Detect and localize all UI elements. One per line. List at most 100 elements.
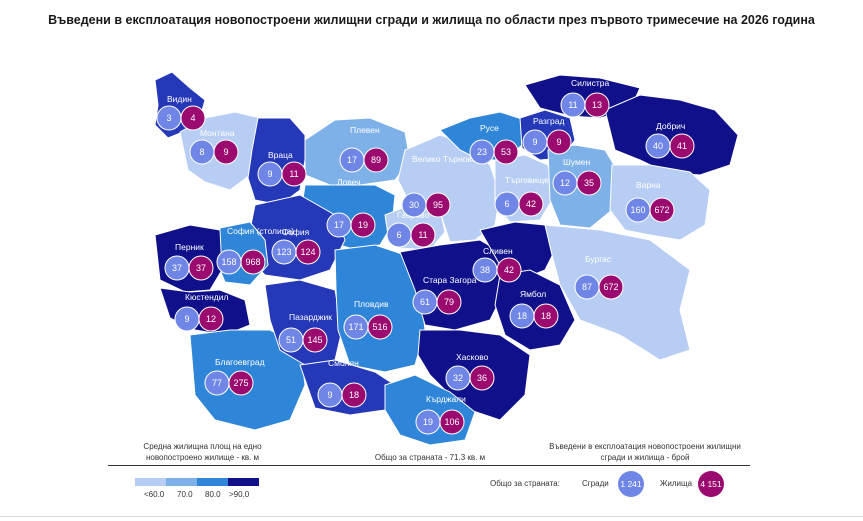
province-name: Стара Загора: [423, 275, 477, 285]
buildings-value: 6: [396, 230, 401, 240]
dwellings-value: 968: [245, 257, 260, 267]
dwellings-value: 37: [196, 263, 206, 273]
province-name: Велико Търново: [412, 154, 477, 164]
dwellings-circle: [180, 105, 206, 131]
buildings-value: 30: [409, 200, 419, 210]
dwellings-circle: [228, 370, 254, 396]
dwellings-value: 9: [223, 147, 228, 157]
dwellings-value: 4: [190, 113, 195, 123]
province-name: Пловдив: [354, 299, 389, 309]
buildings-value: 87: [582, 282, 592, 292]
buildings-value: 23: [477, 147, 487, 157]
buildings-value: 160: [630, 205, 645, 215]
dwellings-value: 79: [444, 297, 454, 307]
dwellings-circle: [281, 161, 307, 187]
dwellings-circle: [341, 382, 367, 408]
buildings-value: 40: [653, 141, 663, 151]
dwellings-value: 9: [556, 137, 561, 147]
province-name: Русе: [480, 123, 499, 133]
region-plovdiv[interactable]: [334, 244, 426, 373]
total-label: Общо за страната:: [490, 479, 560, 488]
dwellings-circle: [576, 170, 602, 196]
dwellings-circle: [436, 289, 462, 315]
region-pernik[interactable]: [154, 224, 223, 293]
buildings-value: 123: [276, 247, 291, 257]
province-name: Разград: [533, 116, 564, 126]
buildings-value: 17: [334, 220, 344, 230]
dwellings-circle: [213, 139, 239, 165]
dwellings-circle: [295, 239, 321, 265]
dwellings-value: 106: [444, 417, 459, 427]
dwellings-value: 36: [477, 373, 487, 383]
dwellings-circle: [533, 303, 559, 329]
dwellings-circle: [425, 192, 451, 218]
dwellings-total-circle: 4 151: [698, 471, 724, 497]
dwellings-total-value: 4 151: [700, 479, 722, 489]
buildings-value: 18: [517, 311, 527, 321]
legend-bin-label-2: 70.0: [177, 490, 193, 499]
province-name: Перник: [175, 242, 204, 252]
dwellings-value: 11: [418, 230, 427, 240]
province-name: Монтана: [200, 128, 235, 138]
buildings-value: 9: [532, 137, 537, 147]
province-name: Ямбол: [520, 289, 546, 299]
dwellings-circle: [363, 147, 389, 173]
province-name: Сливен: [483, 246, 513, 256]
count-legend-title: Въведени в експлоатация новопостроени жи…: [549, 442, 741, 462]
province-name: София: [282, 227, 310, 237]
province-name: Плевен: [350, 125, 380, 135]
area-legend-title: Средна жилищна площ на едно новопостроен…: [143, 442, 262, 462]
region-dobrich[interactable]: [604, 94, 739, 176]
province-name: Пазарджик: [289, 312, 332, 322]
dwellings-value: 18: [541, 311, 551, 321]
dwellings-circle: [198, 306, 224, 332]
province-name: Враца: [268, 150, 293, 160]
dwellings-value: 672: [603, 282, 618, 292]
region-yambol[interactable]: [494, 269, 576, 351]
buildings-value: 8: [199, 147, 204, 157]
country-total-area: Общо за страната - 71.3 кв. м: [374, 453, 486, 462]
province-name: Шумен: [563, 157, 591, 167]
dwellings-circle: [240, 249, 266, 275]
region-vratsa[interactable]: [247, 117, 306, 206]
dwellings-value: 672: [654, 205, 669, 215]
province-name: Видин: [167, 94, 192, 104]
dwellings-circle: [546, 129, 572, 155]
legend-bin-4: [228, 478, 259, 486]
legend-bin-label-4: >90.0: [229, 490, 250, 499]
buildings-value: 37: [172, 263, 182, 273]
dwellings-circle: [669, 133, 695, 159]
legend-divider: [108, 465, 750, 466]
dwellings-circle: [410, 222, 436, 248]
page-bottom-border: [0, 516, 863, 517]
buildings-total-value: 1 241: [620, 479, 642, 489]
dwellings-circle: [469, 365, 495, 391]
buildings-value: 6: [504, 199, 509, 209]
buildings-value: 9: [184, 314, 189, 324]
legend-bin-2: [166, 478, 197, 486]
dwellings-value: 41: [677, 141, 687, 151]
dwellings-value: 516: [372, 322, 387, 332]
buildings-value: 3: [166, 113, 171, 123]
dwellings-circle: [598, 274, 624, 300]
province-name: Благоевград: [215, 357, 265, 367]
dwellings-value: 275: [233, 378, 248, 388]
dwellings-value: 19: [358, 220, 368, 230]
buildings-value: 17: [347, 155, 357, 165]
buildings-value: 32: [453, 373, 463, 383]
dwellings-value: 12: [206, 314, 216, 324]
dwellings-circle: [493, 139, 519, 165]
dwellings-label: Жилища: [660, 479, 693, 488]
province-name: Кюстендил: [185, 292, 229, 302]
buildings-value: 61: [420, 297, 430, 307]
dwellings-value: 89: [371, 155, 381, 165]
dwellings-circle: [518, 191, 544, 217]
buildings-value: 38: [480, 265, 490, 275]
buildings-value: 158: [221, 257, 236, 267]
dwellings-value: 124: [300, 247, 315, 257]
dwellings-circle: [302, 327, 328, 353]
dwellings-circle: [584, 92, 610, 118]
dwellings-circle: [439, 409, 465, 435]
